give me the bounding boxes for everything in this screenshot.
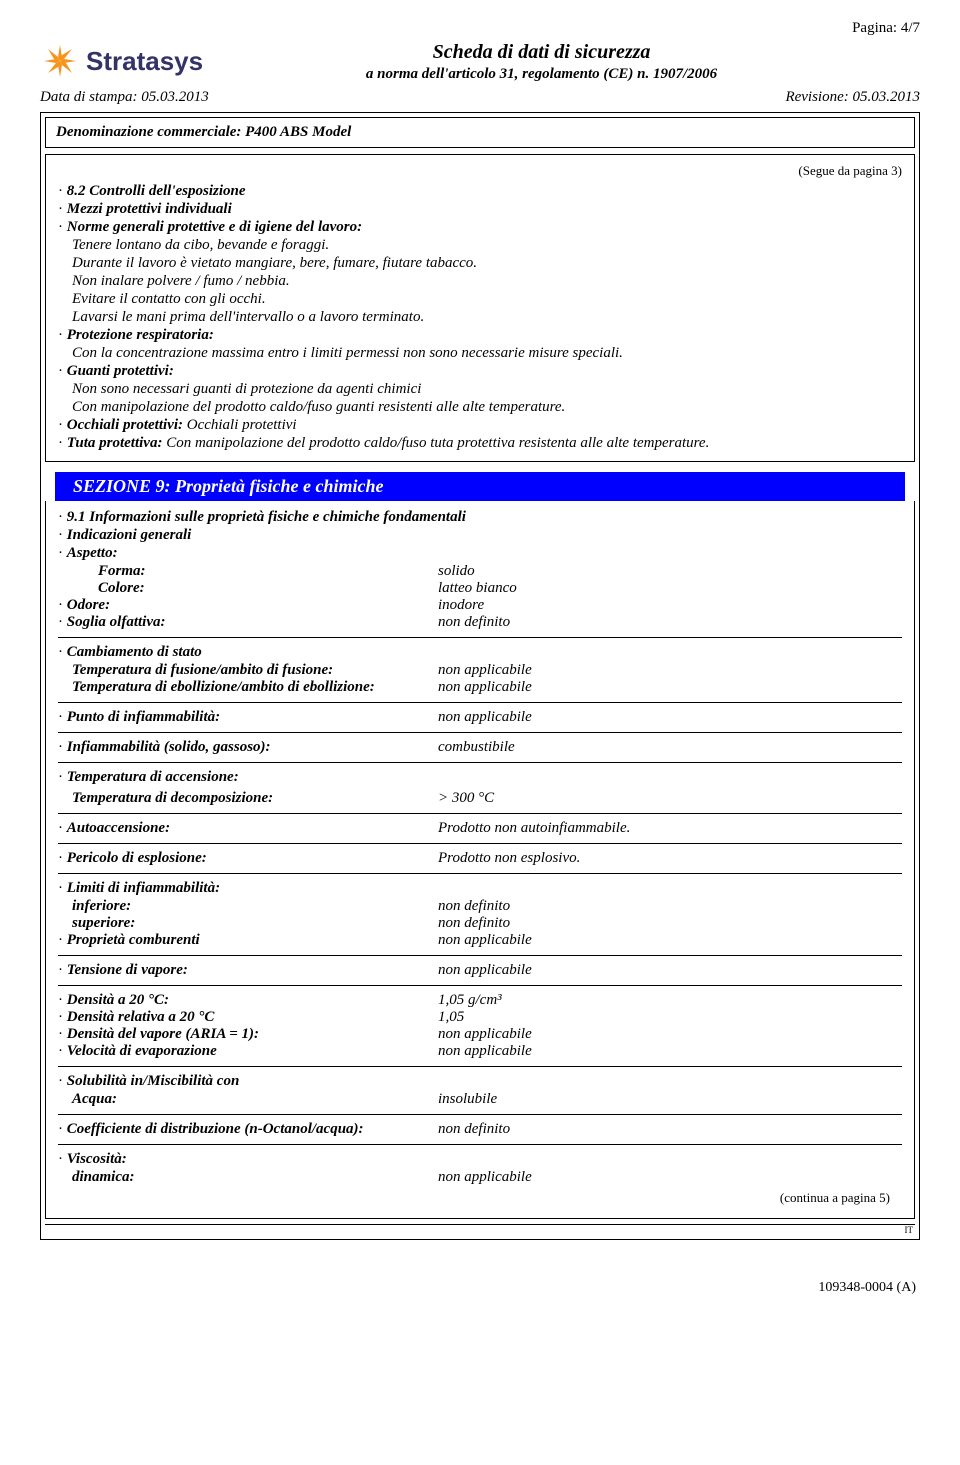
divider <box>58 1066 902 1067</box>
norme-text-3: Non inalare polvere / fumo / nebbia. <box>58 273 902 290</box>
decomp-row: Temperatura di decomposizione:> 300 °C <box>58 790 902 807</box>
resp-text: Con la concentrazione massima entro i li… <box>58 345 902 362</box>
soglia-row: · Soglia olfattiva:non definito <box>58 614 902 631</box>
outer-frame: Denominazione commerciale: P400 ABS Mode… <box>40 112 920 1240</box>
tempacc-label: · Temperatura di accensione: <box>58 769 902 786</box>
continued-from: (Segue da pagina 3) <box>58 163 902 179</box>
pericolo-row: · Pericolo di esplosione:Prodotto non es… <box>58 850 902 867</box>
tuta-line: · Tuta protettiva: Con manipolazione del… <box>58 435 902 452</box>
guanti-text-1: Non sono necessari guanti di protezione … <box>58 381 902 398</box>
mezzi-label: · Mezzi protettivi individuali <box>58 201 902 218</box>
resp-label: · Protezione respiratoria: <box>58 327 902 344</box>
denomination: Denominazione commerciale: P400 ABS Mode… <box>56 124 351 140</box>
header: Stratasys Scheda di dati di sicurezza a … <box>40 41 920 83</box>
infiamm-sg-row: · Infiammabilità (solido, gassoso):combu… <box>58 739 902 756</box>
divider <box>58 985 902 986</box>
tensione-row: · Tensione di vapore:non applicabile <box>58 962 902 979</box>
document-subtitle: a norma dell'articolo 31, regolamento (C… <box>163 66 920 83</box>
s82-heading: · 8.2 Controlli dell'esposizione <box>58 183 902 200</box>
densita-vap-row: · Densità del vapore (ARIA = 1):non appl… <box>58 1026 902 1043</box>
denomination-box: Denominazione commerciale: P400 ABS Mode… <box>45 117 915 148</box>
revision-date: Revisione: 05.03.2013 <box>785 89 920 106</box>
acqua-row: Acqua:insolubile <box>58 1091 902 1108</box>
divider <box>58 732 902 733</box>
superiore-row: superiore:non definito <box>58 915 902 932</box>
autoacc-row: · Autoaccensione:Prodotto non autoinfiam… <box>58 820 902 837</box>
odore-row: · Odore:inodore <box>58 597 902 614</box>
norme-text-1: Tenere lontano da cibo, bevande e foragg… <box>58 237 902 254</box>
inferiore-row: inferiore:non definito <box>58 898 902 915</box>
aspetto-label: · Aspetto: <box>58 545 902 562</box>
meta-row: Data di stampa: 05.03.2013 Revisione: 05… <box>40 89 920 106</box>
divider <box>58 813 902 814</box>
s91-heading: · 9.1 Informazioni sulle proprietà fisic… <box>58 509 902 526</box>
divider <box>58 637 902 638</box>
section-8-content: (Segue da pagina 3) · 8.2 Controlli dell… <box>45 154 915 462</box>
viscosita-label: · Viscosità: <box>58 1151 902 1168</box>
norme-text-5: Lavarsi le mani prima dell'intervallo o … <box>58 309 902 326</box>
solubilita-label: · Solubilità in/Miscibilità con <box>58 1073 902 1090</box>
limiti-label: · Limiti di infiammabilità: <box>58 880 902 897</box>
ebollizione-row: Temperatura di ebollizione/ambito di ebo… <box>58 679 902 696</box>
dinamica-row: dinamica:non applicabile <box>58 1169 902 1186</box>
densita20-row: · Densità a 20 °C:1,05 g/cm³ <box>58 992 902 1009</box>
page-indicator: Pagina: 4/7 <box>40 20 920 37</box>
document-title: Scheda di dati di sicurezza <box>163 41 920 64</box>
camb-label: · Cambiamento di stato <box>58 644 902 661</box>
section-9-header: SEZIONE 9: Proprietà fisiche e chimiche <box>55 472 905 501</box>
velocita-row: · Velocità di evaporazionenon applicabil… <box>58 1043 902 1060</box>
logo-icon <box>40 41 80 81</box>
norme-label: · Norme generali protettive e di igiene … <box>58 219 902 236</box>
divider <box>58 843 902 844</box>
divider <box>58 955 902 956</box>
divider <box>58 1144 902 1145</box>
guanti-label: · Guanti protettivi: <box>58 363 902 380</box>
coefficiente-row: · Coefficiente di distribuzione (n-Octan… <box>58 1121 902 1138</box>
fusione-row: Temperatura di fusione/ambito di fusione… <box>58 662 902 679</box>
indic-label: · Indicazioni generali <box>58 527 902 544</box>
norme-text-4: Evitare il contatto con gli occhi. <box>58 291 902 308</box>
colore-row: Colore:latteo bianco <box>58 580 902 597</box>
comburenti-row: · Proprietà comburentinon applicabile <box>58 932 902 949</box>
norme-text-2: Durante il lavoro è vietato mangiare, be… <box>58 255 902 272</box>
guanti-text-2: Con manipolazione del prodotto caldo/fus… <box>58 399 902 416</box>
footer-mark: IT <box>45 1224 915 1235</box>
occhiali-line: · Occhiali protettivi: Occhiali protetti… <box>58 417 902 434</box>
section-9-content: · 9.1 Informazioni sulle proprietà fisic… <box>45 501 915 1219</box>
print-date: Data di stampa: 05.03.2013 <box>40 89 209 106</box>
divider <box>58 762 902 763</box>
divider <box>58 702 902 703</box>
title-block: Scheda di dati di sicurezza a norma dell… <box>163 41 920 83</box>
continued-to: (continua a pagina 5) <box>58 1186 902 1210</box>
document-code: 109348-0004 (A) <box>40 1280 920 1296</box>
divider <box>58 873 902 874</box>
forma-row: Forma:solido <box>58 563 902 580</box>
divider <box>58 1114 902 1115</box>
punto-infiam-row: · Punto di infiammabilità:non applicabil… <box>58 709 902 726</box>
densita-rel-row: · Densità relativa a 20 °C1,05 <box>58 1009 902 1026</box>
